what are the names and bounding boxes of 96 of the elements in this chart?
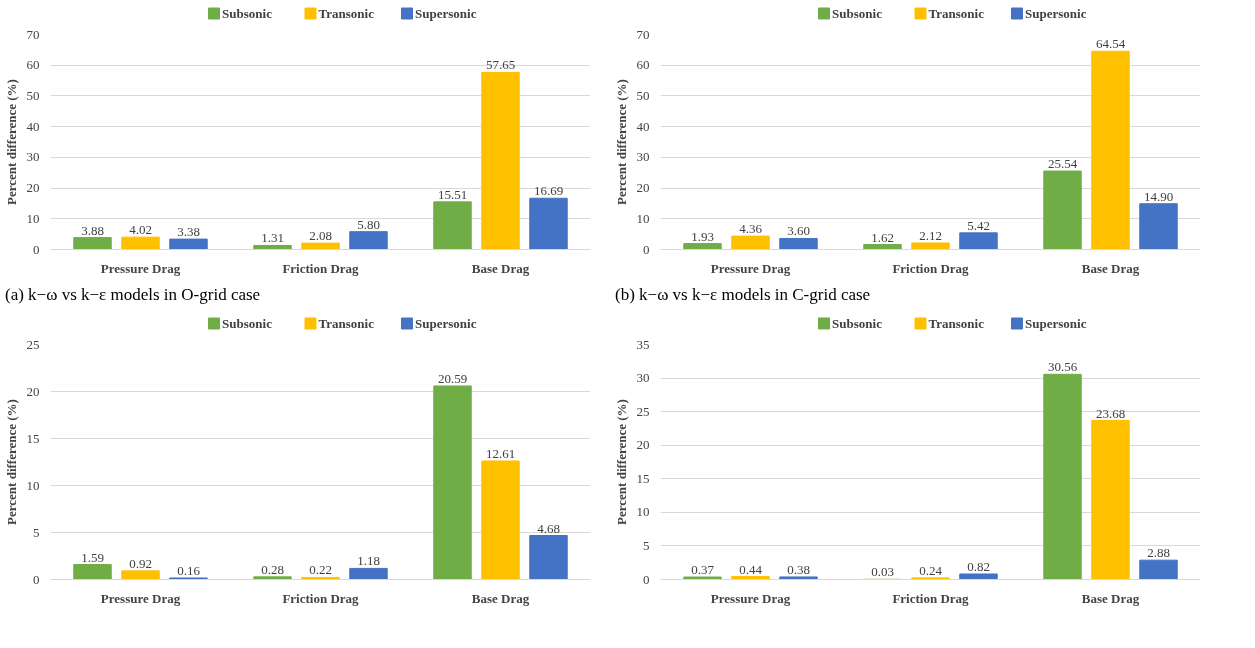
legend-label: Transonic [928,316,985,331]
data-label: 2.08 [309,228,332,244]
y-tick-label: 0 [33,241,40,257]
data-label: 30.56 [1047,359,1078,375]
x-tick-label: Pressure Drag [100,590,181,606]
y-axis-title: Percent difference (%) [3,399,19,525]
y-tick-label: 10 [636,210,650,226]
x-tick-label: Pressure Drag [100,260,181,276]
legend-label: Subsonic [222,316,273,331]
data-label: 25.54 [1047,156,1078,172]
data-label: 0.16 [177,563,201,578]
data-label: 5.42 [967,217,990,233]
y-tick-label: 50 [636,87,650,103]
y-tick-label: 70 [636,26,650,42]
legend-label: Supersonic [1025,6,1087,21]
x-tick-label: Base Drag [1081,590,1140,606]
y-tick-label: 10 [26,477,40,493]
data-label: 14.90 [1143,188,1174,204]
y-tick-label: 50 [26,87,40,103]
data-label: 0.28 [261,561,284,577]
data-label: 57.65 [485,57,516,73]
y-tick-label: 15 [636,470,650,486]
data-label: 64.54 [1095,36,1126,52]
x-tick-label: Friction Drag [892,590,970,606]
x-tick-label: Base Drag [471,590,530,606]
data-label: 0.82 [967,558,990,574]
y-tick-label: 20 [636,180,650,196]
y-tick-label: 15 [26,430,40,446]
data-label: 0.03 [871,564,894,580]
x-tick-label: Friction Drag [892,260,970,276]
y-tick-label: 10 [636,504,650,520]
x-tick-label: Base Drag [471,260,530,276]
x-tick-label: Friction Drag [282,590,360,606]
legend-label: Supersonic [415,316,477,331]
data-label: 12.61 [485,445,516,461]
y-tick-label: 20 [636,437,650,453]
y-tick-label: 60 [636,57,650,73]
data-label: 0.44 [739,561,763,577]
y-tick-label: 0 [643,241,650,257]
data-label: 15.51 [437,186,468,202]
y-tick-label: 70 [26,26,40,42]
legend-label: Transonic [318,6,375,21]
legend-label: Transonic [928,6,985,21]
data-label: 1.93 [691,228,714,244]
data-label: 1.59 [81,549,104,565]
data-label: 2.88 [1147,545,1170,561]
data-label: 23.68 [1095,405,1126,421]
x-tick-label: Base Drag [1081,260,1140,276]
data-label: 3.88 [81,222,104,238]
data-label: 0.37 [691,562,715,578]
y-tick-label: 30 [636,149,650,165]
y-tick-label: 40 [26,118,40,134]
y-tick-label: 10 [26,210,40,226]
y-tick-label: 5 [33,524,40,540]
legend-label: Subsonic [832,6,883,21]
data-label: 4.02 [129,222,152,238]
y-tick-label: 0 [643,571,650,587]
data-label: 2.12 [919,227,942,243]
legend-label: Subsonic [832,316,883,331]
legend-label: Transonic [318,316,375,331]
data-label: 3.60 [787,223,810,239]
data-label: 4.36 [739,221,763,237]
data-label: 0.22 [309,562,332,578]
y-tick-label: 30 [636,370,650,386]
data-label: 1.62 [871,229,894,245]
data-label: 16.69 [533,183,564,199]
data-label: 20.59 [437,370,468,386]
text: (a) k−ω vs k−ε models in O-grid case [5,284,261,306]
y-tick-label: 0 [33,571,40,587]
y-tick-label: 30 [26,149,40,165]
x-tick-label: Pressure Drag [710,260,791,276]
data-label: 0.92 [129,555,152,571]
y-axis-title: Percent difference (%) [613,399,629,525]
data-label: 3.38 [177,224,200,240]
y-tick-label: 5 [643,537,650,553]
legend-label: Supersonic [415,6,477,21]
data-label: 0.24 [919,562,943,578]
y-tick-label: 20 [26,180,40,196]
x-tick-label: Friction Drag [282,260,360,276]
y-tick-label: 35 [636,336,650,352]
y-tick-label: 60 [26,57,40,73]
legend-label: Supersonic [1025,316,1087,331]
text: (b) k−ω vs k−ε models in C-grid case [615,284,871,306]
y-tick-label: 25 [26,336,40,352]
data-label: 0.38 [787,561,810,577]
x-tick-label: Pressure Drag [710,590,791,606]
y-tick-label: 40 [636,118,650,134]
data-label: 1.18 [357,553,380,569]
y-axis-title: Percent difference (%) [613,79,629,205]
y-axis-title: Percent difference (%) [3,79,19,205]
y-tick-label: 20 [26,383,40,399]
data-label: 5.80 [357,216,380,232]
legend-label: Subsonic [222,6,273,21]
y-tick-label: 25 [636,403,650,419]
data-label: 1.31 [261,230,284,246]
data-label: 4.68 [537,520,560,536]
